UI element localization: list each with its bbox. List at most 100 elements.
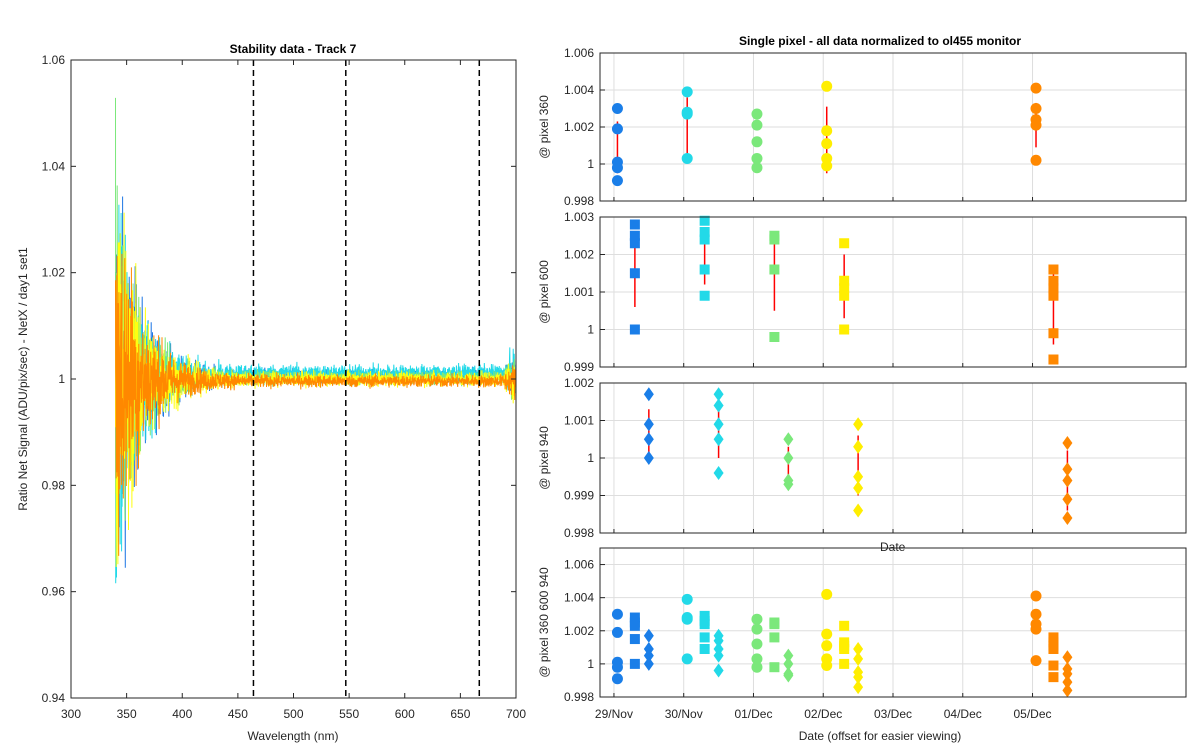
diamond-marker <box>783 648 794 663</box>
square-marker <box>1048 264 1059 275</box>
circle-marker <box>611 175 623 187</box>
square-marker <box>769 264 780 275</box>
square-marker <box>1048 290 1059 301</box>
square-marker <box>699 632 710 643</box>
y-tick-label: 0.998 <box>564 526 594 540</box>
y-tick-label: 0.94 <box>42 691 66 705</box>
square-marker <box>839 275 850 286</box>
panel-y-axis-label: @ pixel 360 <box>537 95 551 159</box>
diamond-marker <box>853 680 864 695</box>
date-tick-label: 03/Dec <box>874 707 912 721</box>
diamond-marker <box>853 481 864 495</box>
diamond-marker <box>713 648 724 663</box>
y-tick-label: 1.003 <box>564 210 594 224</box>
right-plot-title: Single pixel - all data normalized to ol… <box>739 34 1021 48</box>
circle-marker <box>681 613 693 625</box>
diamond-marker <box>853 417 864 432</box>
right-x-ticks: 29/Nov 30/Nov 01/Dec 02/Dec 03/Dec 04/Dec 05/D… <box>595 707 1052 721</box>
vertical-marker-group <box>252 60 481 698</box>
diamond-marker <box>1062 675 1073 690</box>
left-x-ticks: 300 350 400 450 500 550 600 650 700 <box>61 60 526 721</box>
circle-marker <box>1030 655 1042 667</box>
square-marker <box>769 662 780 673</box>
diamond-marker <box>713 633 724 648</box>
square-marker <box>629 268 640 279</box>
square-marker <box>769 619 780 630</box>
circle-marker <box>751 653 763 665</box>
circle-marker <box>751 152 763 164</box>
panel-y-axis-label: @ pixel 600 <box>537 260 551 324</box>
date-tick-label: 04/Dec <box>944 707 982 721</box>
diamond-marker <box>783 432 794 447</box>
circle-marker <box>681 653 693 665</box>
diamond-marker <box>1062 492 1073 507</box>
circle-marker <box>751 613 763 625</box>
diamond-marker <box>1062 683 1073 698</box>
y-tick-label: 0.998 <box>564 194 594 208</box>
square-marker <box>839 290 850 301</box>
y-tick-label: 1.02 <box>42 266 66 280</box>
y-tick-label: 1 <box>58 372 65 386</box>
circle-marker <box>1030 82 1042 94</box>
circle-marker <box>611 103 623 114</box>
left-y-ticks: 0.94 0.96 0.98 1 1.02 1.04 1.06 <box>42 53 516 705</box>
spectrum-line-5 <box>115 253 517 556</box>
square-marker <box>629 324 640 335</box>
circle-marker <box>751 119 763 131</box>
circle-marker <box>1030 103 1042 114</box>
diamond-marker <box>783 477 794 492</box>
right-x-axis-label: Date (offset for easier viewing) <box>799 729 962 743</box>
left-plot-title: Stability data - Track 7 <box>230 42 357 56</box>
occluded-date-label: Date <box>880 540 906 554</box>
left-y-axis-label: Ratio Net Signal (ADU/pix/sec) - NetX / … <box>16 247 30 511</box>
circle-marker <box>751 136 763 148</box>
diamond-marker <box>783 656 794 671</box>
square-marker <box>629 620 640 631</box>
diamond-marker <box>713 432 724 447</box>
spectrum-series-group <box>115 97 517 584</box>
y-tick-label: 1.002 <box>564 624 594 638</box>
square-marker <box>839 643 850 654</box>
diamond-marker <box>643 628 654 643</box>
square-marker <box>629 238 640 249</box>
circle-marker <box>681 86 693 98</box>
circle-marker <box>821 138 833 150</box>
diamond-marker <box>853 469 864 484</box>
circle-marker <box>821 588 833 600</box>
square-marker <box>629 658 640 669</box>
x-tick-label: 450 <box>228 707 248 721</box>
diamond-marker <box>643 417 654 432</box>
circle-marker <box>611 123 623 135</box>
diamond-marker <box>713 663 724 678</box>
circle-marker <box>821 125 833 137</box>
circle-marker <box>1030 590 1042 602</box>
circle-marker <box>821 628 833 640</box>
y-tick-label: 0.999 <box>564 360 594 374</box>
diamond-marker <box>1062 650 1073 665</box>
panel-4: 0.998 1 1.002 1.004 1.006 @ pixel 360 600 940 <box>537 547 1187 704</box>
square-marker <box>699 227 710 237</box>
y-tick-label: 0.998 <box>564 690 594 704</box>
square-marker <box>839 658 850 669</box>
circle-marker <box>1030 154 1042 166</box>
square-marker <box>1048 328 1059 339</box>
circle-marker <box>821 640 833 652</box>
panel-3: 0.998 0.999 1 1.001 1.002 @ pixel 940 <box>537 376 1187 540</box>
diamond-marker <box>853 641 864 656</box>
square-marker <box>629 634 640 645</box>
diamond-marker <box>1062 462 1073 477</box>
circle-marker <box>681 108 693 120</box>
y-tick-label: 1 <box>587 657 594 671</box>
panel-1: 0.998 1 1.002 1.004 1.006 @ pixel 360 <box>537 46 1187 208</box>
circle-marker <box>1030 623 1042 635</box>
circle-marker <box>751 108 763 120</box>
square-marker <box>839 324 850 335</box>
square-marker <box>629 230 640 241</box>
circle-marker <box>1030 608 1042 620</box>
diamond-marker <box>643 648 654 663</box>
x-tick-label: 300 <box>61 707 81 721</box>
circle-marker <box>751 623 763 635</box>
y-tick-label: 0.98 <box>42 478 66 492</box>
circle-marker <box>751 162 763 174</box>
